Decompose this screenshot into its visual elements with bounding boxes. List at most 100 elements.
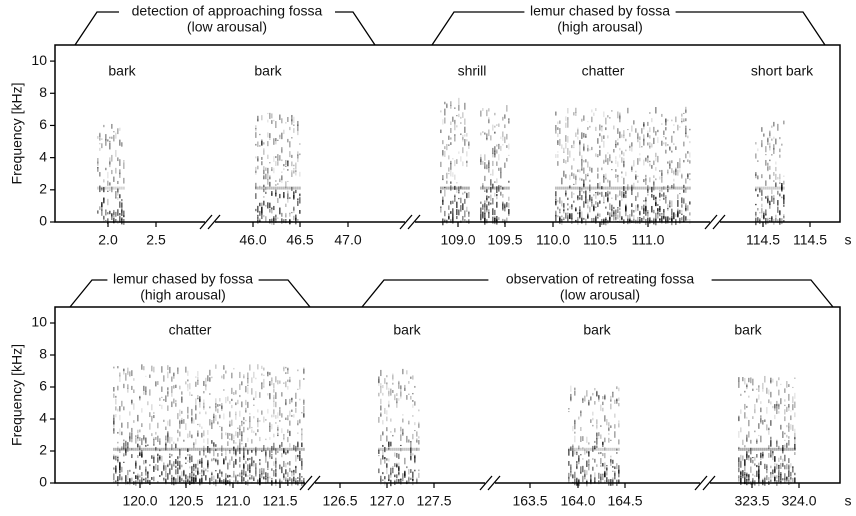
spectrogram-streak [229,433,231,436]
spectrogram-streak [231,420,233,426]
context-label: lemur chased by fossa [530,3,670,19]
spectrogram-streak [738,457,740,462]
spectrogram-band [207,448,209,451]
spectrogram-streak [151,366,153,372]
spectrogram-band [779,187,781,190]
spectrogram-streak [267,372,269,376]
y-axis-label: Frequency [kHz] [9,83,25,185]
spectrogram-streak [261,382,263,389]
spectrogram-streak [133,420,135,423]
spectrogram-streak [275,156,277,158]
spectrogram-streak [171,402,173,408]
spectrogram-streak [155,432,157,435]
spectrogram-band [651,187,653,190]
spectrogram-streak [267,132,269,137]
spectrogram-streak [225,473,227,478]
spectrogram-streak [185,423,187,430]
spectrogram-streak [169,419,171,426]
spectrogram-streak [565,123,567,128]
spectrogram-streak [113,456,115,459]
spectrogram-streak [794,412,796,417]
spectrogram-band [777,187,779,190]
spectrogram-streak [614,466,616,469]
spectrogram-streak [639,217,641,218]
spectrogram-streak [494,151,496,158]
spectrogram-streak [450,142,452,145]
spectrogram-streak [245,461,247,464]
spectrogram-streak [167,405,169,410]
spectrogram-streak [617,195,619,198]
y-tick-label: 2 [39,442,47,458]
spectrogram-streak [243,470,245,475]
spectrogram-streak [488,108,490,111]
spectrogram-streak [762,388,764,392]
spectrogram-streak [113,131,115,132]
spectrogram-streak [615,160,617,164]
spectrogram-streak [618,470,620,474]
spectrogram-streak [610,440,612,441]
spectrogram-band [561,187,563,190]
spectrogram-band [414,448,416,451]
spectrogram-streak [287,380,289,382]
spectrogram-streak [567,121,569,128]
spectrogram-band [764,448,766,451]
spectrogram-streak [574,424,576,430]
spectrogram-streak [161,366,163,372]
spectrogram-streak [107,199,109,205]
spectrogram-streak [291,470,293,476]
spectrogram-streak [287,117,289,122]
spectrogram-streak [595,127,597,131]
spectrogram-streak [673,131,675,133]
spectrogram-band [239,448,241,451]
spectrogram-streak [382,385,384,388]
spectrogram-streak [750,467,752,473]
spectrogram-streak [657,137,659,143]
spectrogram-band [641,187,643,190]
spectrogram-streak [755,172,757,176]
spectrogram-streak [557,122,559,125]
spectrogram-streak [655,107,657,113]
spectrogram-streak [107,191,109,192]
spectrogram-streak [239,457,241,462]
spectrogram-band [559,187,561,190]
spectrogram-band [681,187,683,190]
spectrogram-streak [574,432,576,434]
spectrogram-streak [579,206,581,211]
spectrogram-streak [255,156,257,158]
spectrogram-streak [788,406,790,411]
spectrogram-streak [267,155,269,159]
spectrogram-streak [588,451,590,457]
spectrogram-streak [596,464,598,467]
spectrogram-streak [247,458,249,460]
spectrogram-streak [617,209,619,213]
spectrogram-streak [606,468,608,475]
spectrogram-streak [464,192,466,194]
spectrogram-streak [123,369,125,372]
spectrogram-streak [687,136,689,139]
spectrogram-streak [137,455,139,458]
spectrogram-band [293,187,295,190]
spectrogram-band [103,187,105,190]
spectrogram-streak [267,461,269,467]
spectrogram-streak [794,473,796,474]
spectrogram-streak [189,431,191,437]
spectrogram-streak [581,195,583,200]
spectrogram-streak [756,471,758,477]
spectrogram-streak [496,202,498,208]
spectrogram-streak [671,201,673,207]
spectrogram-streak [580,466,582,471]
spectrogram-streak [159,398,161,401]
spectrogram-streak [774,466,776,473]
spectrogram-streak [133,378,135,381]
spectrogram-streak [281,442,283,447]
spectrogram-streak [275,161,277,166]
spectrogram-streak [586,470,588,475]
spectrogram-streak [685,126,687,128]
spectrogram-band [598,448,600,451]
spectrogram-band [466,187,468,190]
spectrogram-streak [265,439,267,440]
spectrogram-streak [137,438,139,441]
spectrogram-streak [625,205,627,210]
spectrogram-band [567,187,569,190]
spectrogram-streak [770,401,772,404]
